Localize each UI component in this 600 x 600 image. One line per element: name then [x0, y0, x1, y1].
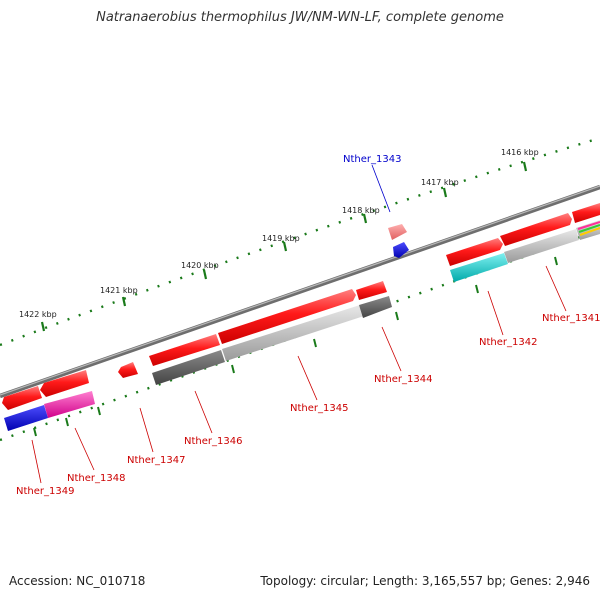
gene-track [2, 203, 600, 410]
scale-label: 1416 kbp [501, 148, 539, 157]
gene-arrow[interactable] [118, 362, 138, 378]
scale-label: 1421 kbp [100, 286, 138, 295]
annotation-track [4, 220, 600, 431]
gene-arrow[interactable] [40, 370, 89, 397]
scale-label: 1417 kbp [421, 178, 459, 187]
gene-label[interactable]: Nther_1343 [343, 154, 401, 165]
gene-arrow[interactable] [572, 203, 600, 223]
outer-scale-arc [0, 136, 600, 347]
scale-label: 1422 kbp [19, 310, 57, 319]
gene-label[interactable]: Nther_1346 [184, 436, 242, 447]
gene-arrow[interactable] [2, 386, 42, 410]
gene-labels: Nther_1341 Nther_1342 Nther_1343 Nther_1… [16, 154, 600, 497]
gene-label[interactable]: Nther_1348 [67, 473, 125, 484]
label-leaders [31, 164, 567, 484]
scale-label: 1418 kbp [342, 206, 380, 215]
gene-label[interactable]: Nther_1342 [479, 337, 537, 348]
gene-label[interactable]: Nther_1349 [16, 486, 74, 497]
gene-arrow[interactable] [446, 238, 503, 266]
gene-arrow[interactable] [218, 289, 356, 344]
accession-text: Accession: NC_010718 [9, 574, 146, 588]
gene-arrow[interactable] [149, 334, 220, 366]
gene-label[interactable]: Nther_1341 [542, 313, 600, 324]
scale-label: 1419 kbp [262, 234, 300, 243]
genome-backbone [0, 184, 600, 399]
topology-text: Topology: circular; Length: 3,165,557 bp… [260, 574, 590, 588]
gene-arrow[interactable] [388, 224, 407, 240]
gene-label[interactable]: Nther_1347 [127, 455, 185, 466]
gene-arrow[interactable] [356, 281, 387, 300]
gene-label[interactable]: Nther_1344 [374, 374, 432, 385]
gene-arrow[interactable] [500, 213, 572, 246]
map-title: Natranaerobius thermophilus JW/NM-WN-LF,… [96, 10, 504, 25]
gene-arrow[interactable] [393, 242, 409, 258]
gene-label[interactable]: Nther_1345 [290, 403, 348, 414]
scale-label: 1420 kbp [181, 261, 219, 270]
scale-labels: 1416 kbp 1417 kbp 1418 kbp 1419 kbp 1420… [19, 148, 539, 319]
